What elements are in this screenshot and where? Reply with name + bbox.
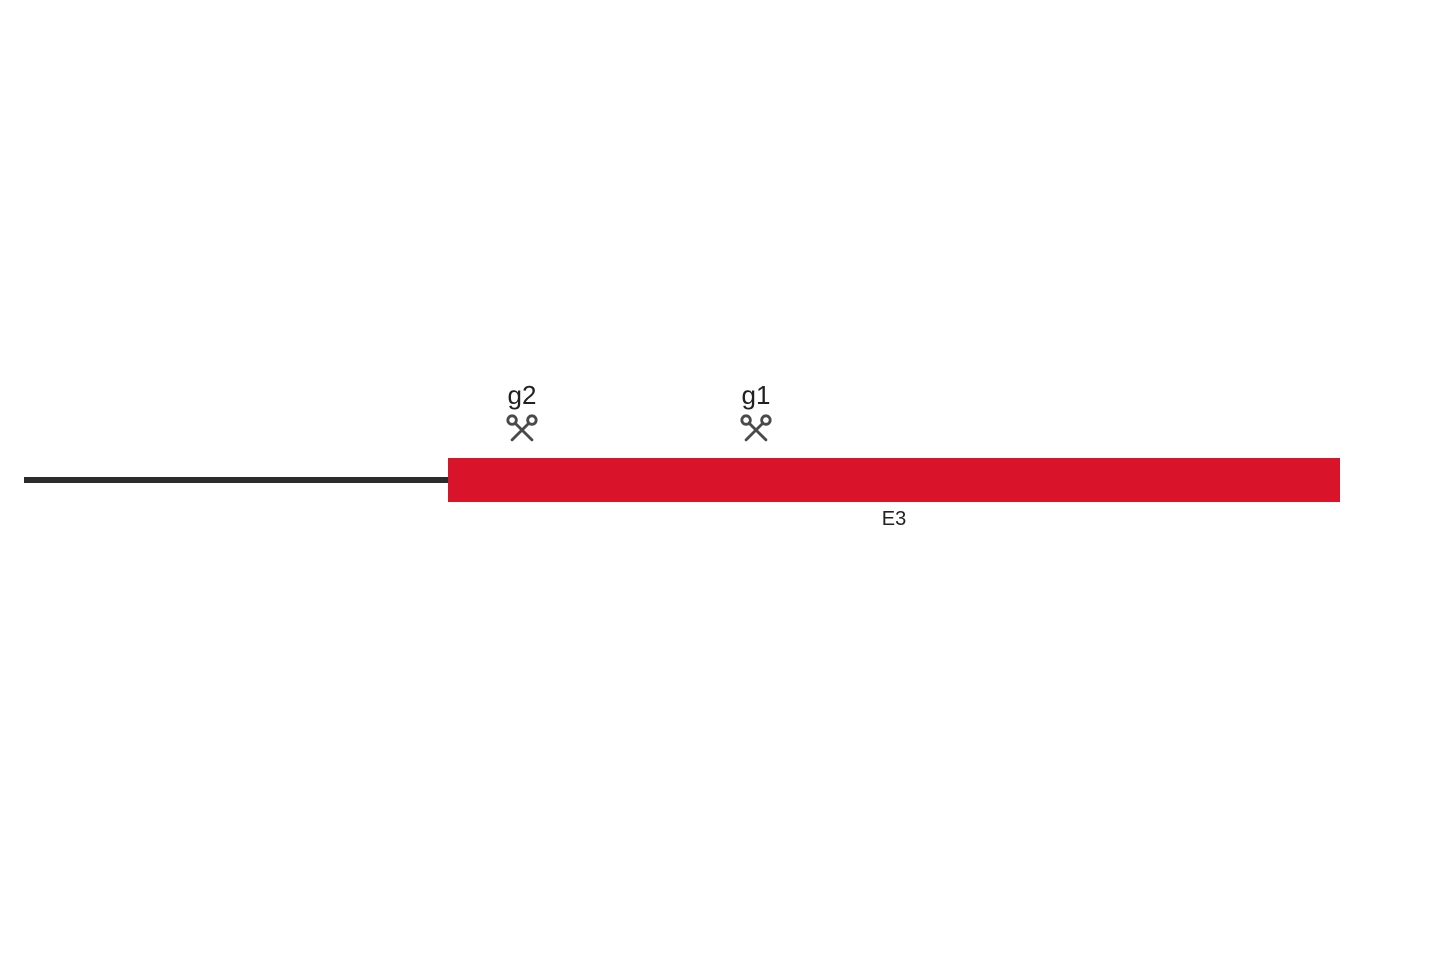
cut-site-label: g1 xyxy=(739,380,773,411)
scissors-icon xyxy=(505,413,539,447)
intron-line xyxy=(24,477,448,483)
cut-site-g2: g2 xyxy=(505,380,539,447)
exon-box-e3 xyxy=(448,458,1340,502)
exon-label-e3: E3 xyxy=(882,508,906,531)
gene-diagram-canvas: E3 g2 g1 xyxy=(0,0,1440,960)
cut-site-label: g2 xyxy=(505,380,539,411)
cut-site-g1: g1 xyxy=(739,380,773,447)
scissors-icon xyxy=(739,413,773,447)
